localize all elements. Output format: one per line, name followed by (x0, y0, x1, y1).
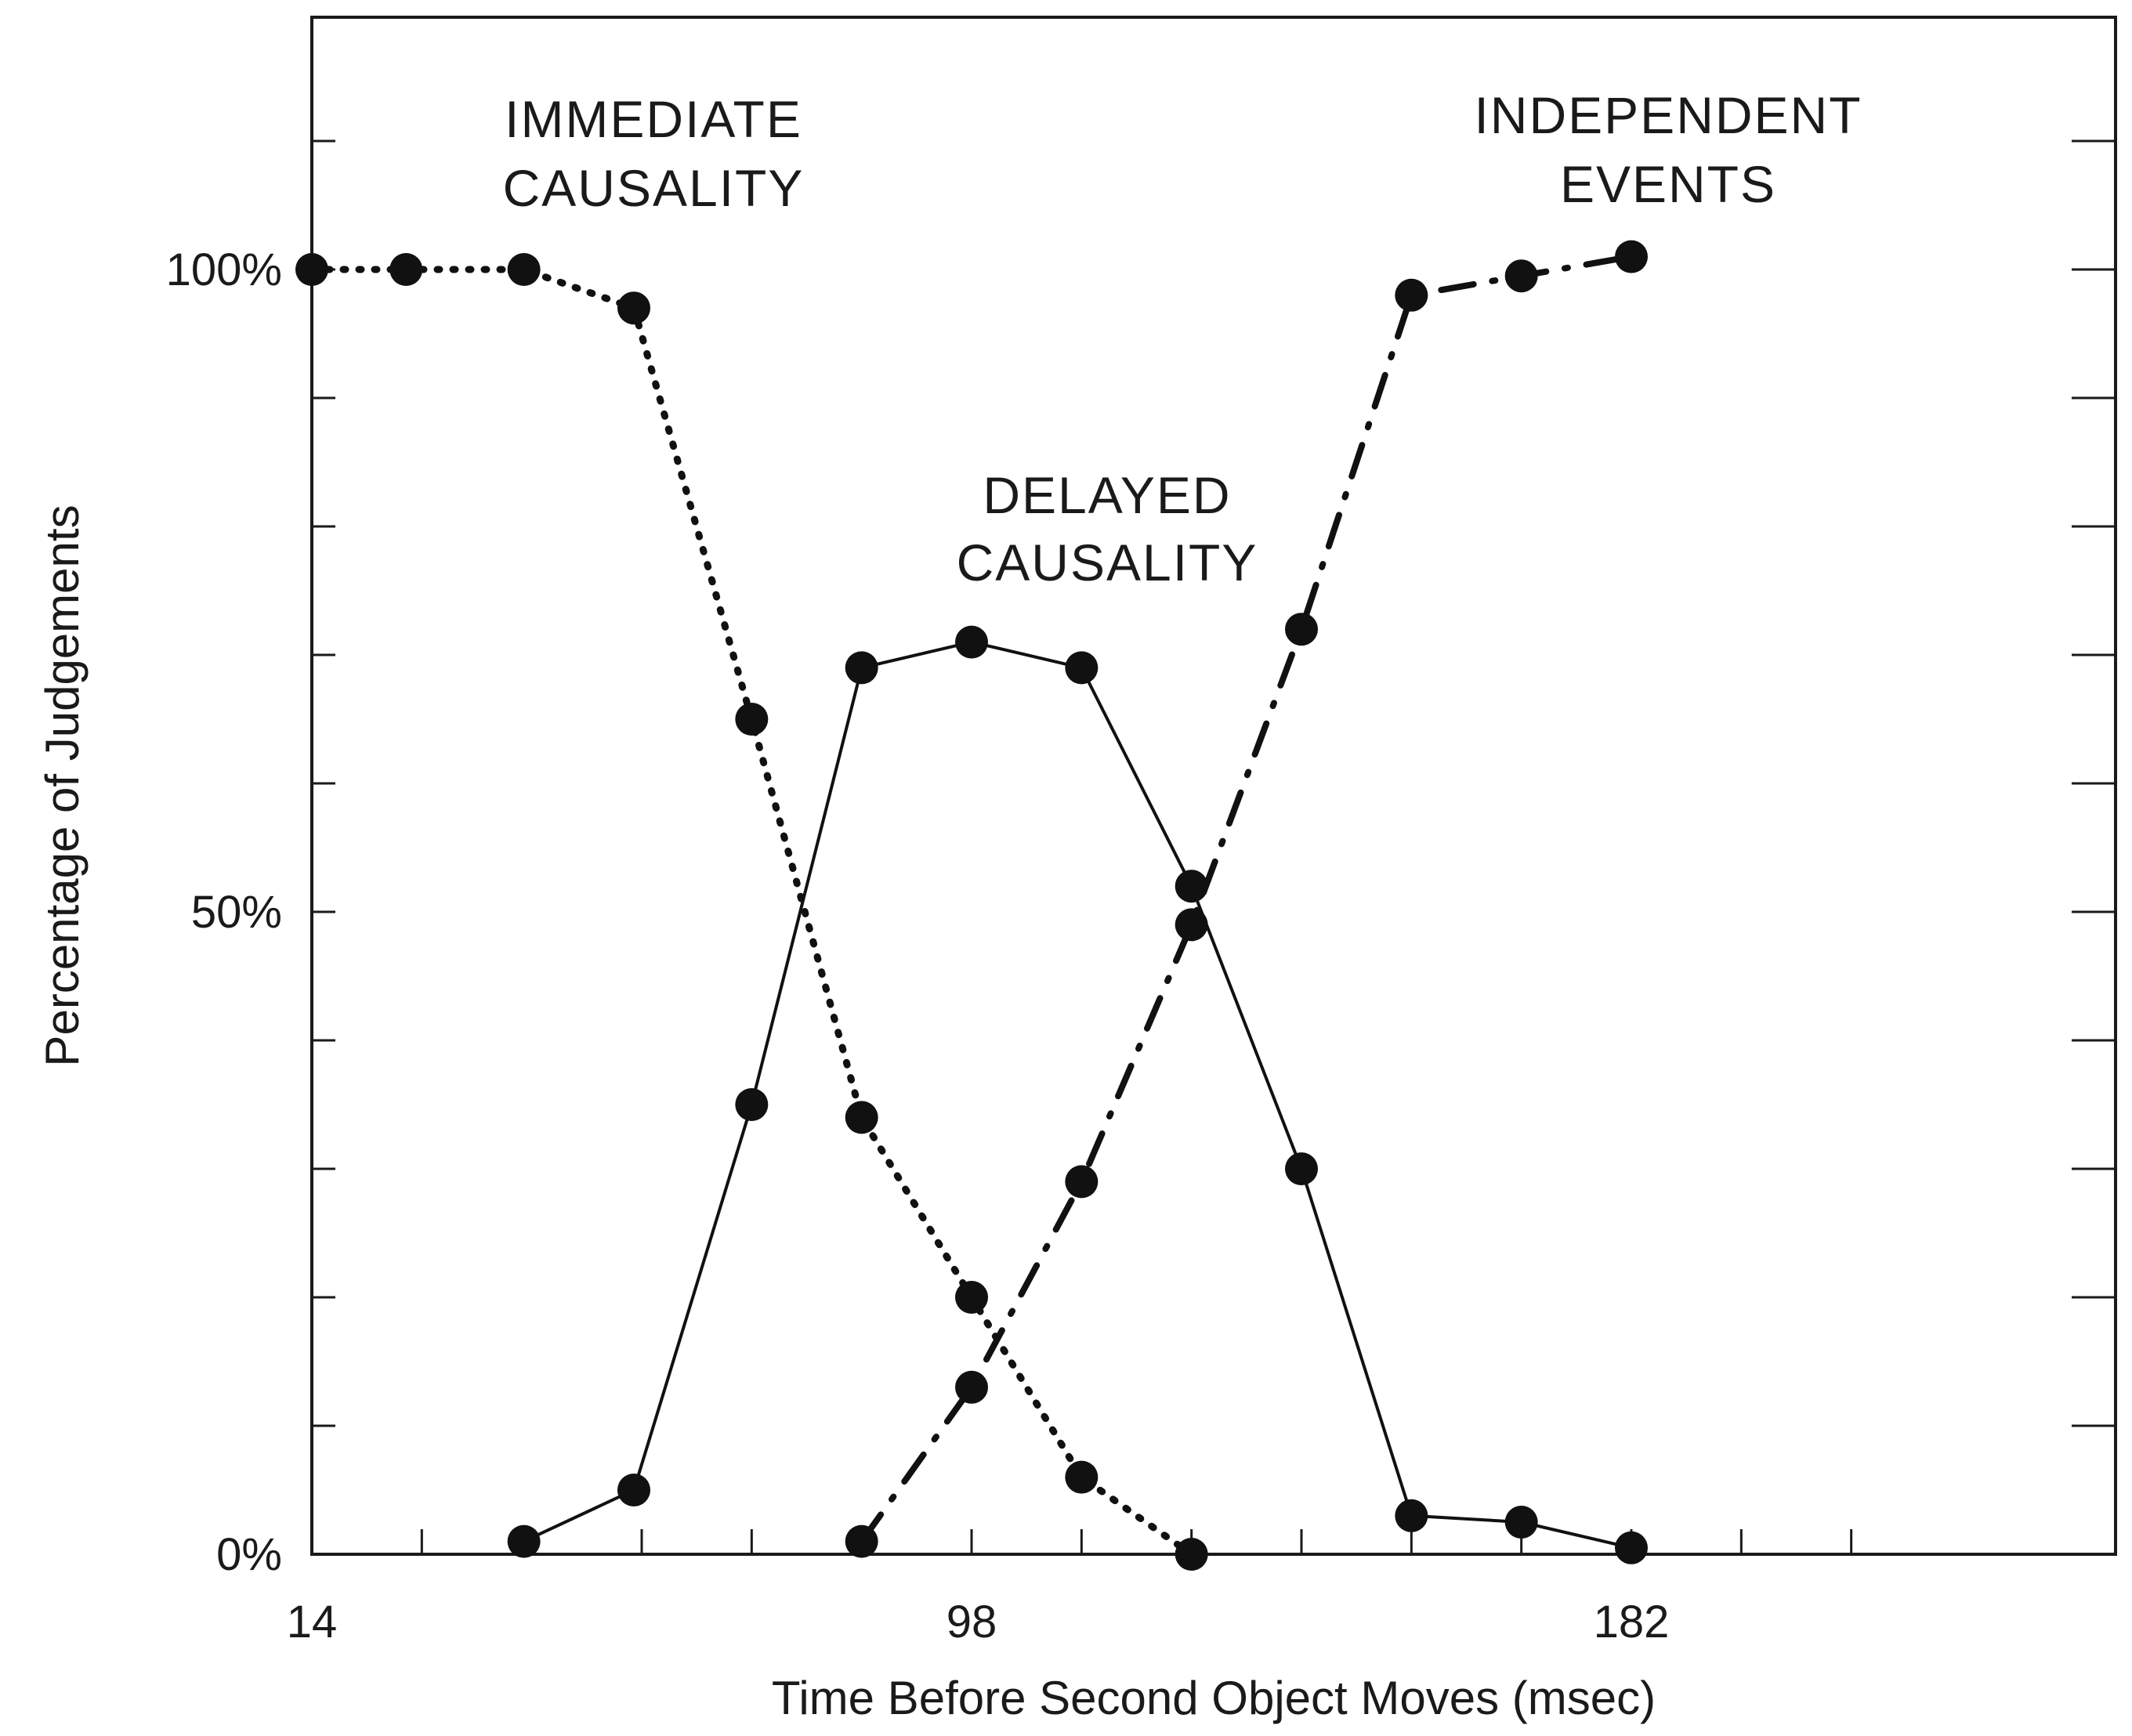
data-point-dotted (617, 291, 650, 325)
data-point-solid (735, 1088, 769, 1121)
y-tick-label: 100% (166, 244, 282, 295)
x-tick-label: 14 (287, 1597, 338, 1647)
data-point-dotted (295, 253, 328, 286)
series-line-solid (523, 640, 1632, 1550)
data-point-dash-dot (1285, 613, 1318, 646)
data-point-solid (507, 1524, 541, 1558)
series-layer (295, 240, 1648, 1571)
plot-frame (310, 16, 2117, 1556)
annotation-label: INDEPENDENT (1474, 86, 1862, 144)
data-point-dash-dot (1615, 240, 1648, 273)
y-tick-label: 50% (191, 887, 282, 938)
data-point-solid (955, 625, 988, 659)
data-point-dotted (735, 703, 769, 736)
series-line-dotted (308, 266, 1196, 1558)
annotation-label: CAUSALITY (503, 159, 805, 217)
data-point-dotted (389, 253, 423, 286)
data-point-dotted (1065, 1460, 1099, 1494)
series-line-dash-dot (858, 253, 1634, 1545)
annotation-label: IMMEDIATE (505, 90, 802, 148)
annotation-label: DELAYED (983, 466, 1231, 524)
annotation-label: CAUSALITY (957, 533, 1258, 591)
labels-layer: 14 98 182 0% 50% 100% IMMEDIATE CAUSALITY DELAYE… (166, 86, 1862, 1647)
data-point-dotted (845, 1101, 878, 1134)
y-axis-title: Percentage of Judgements (36, 505, 89, 1066)
data-point-solid (1065, 651, 1099, 685)
data-point-solid (1175, 870, 1208, 903)
annotation-label: EVENTS (1560, 155, 1776, 213)
data-point-dash-dot (955, 1370, 988, 1404)
data-point-dash-dot (1395, 278, 1428, 312)
data-point-solid (1285, 1152, 1318, 1185)
data-point-solid (1615, 1531, 1648, 1564)
data-point-dotted (1175, 1538, 1208, 1571)
data-point-solid (1504, 1506, 1538, 1539)
data-point-dash-dot (1065, 1165, 1099, 1199)
data-point-solid (845, 651, 878, 685)
x-tick-label: 182 (1594, 1597, 1670, 1647)
x-tick-label: 98 (947, 1597, 997, 1647)
data-point-solid (1395, 1499, 1428, 1532)
data-point-dash-dot (1175, 908, 1208, 942)
data-point-solid (617, 1474, 650, 1506)
x-axis-title: Time Before Second Object Moves (msec) (772, 1672, 1656, 1724)
data-point-dash-dot (1504, 259, 1538, 293)
data-point-dotted (955, 1281, 988, 1314)
data-point-dotted (507, 253, 541, 286)
y-tick-label: 0% (216, 1529, 282, 1580)
ticks-layer (310, 139, 2116, 1556)
data-point-dash-dot (845, 1524, 878, 1558)
